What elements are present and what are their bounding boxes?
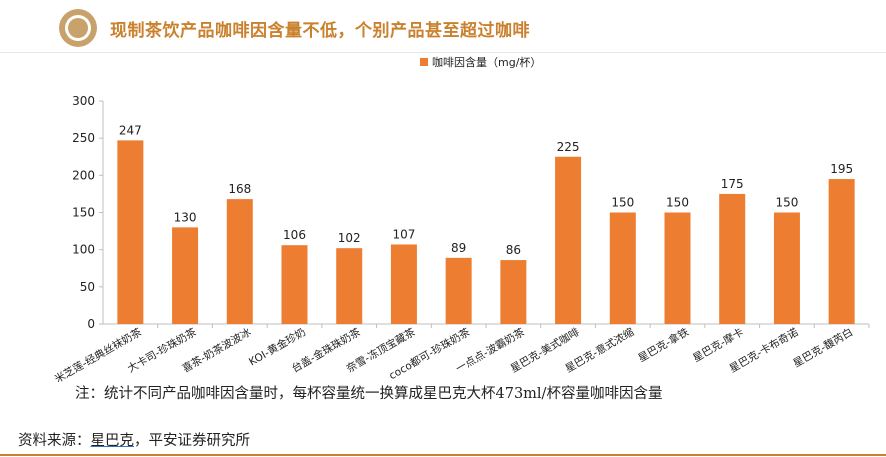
y-tick-label: 100 — [72, 243, 95, 257]
source-link[interactable]: 星巴克 — [90, 433, 135, 449]
bar — [172, 227, 199, 324]
y-tick-label: 250 — [72, 131, 95, 145]
bar — [117, 140, 144, 324]
data-label: 130 — [174, 210, 197, 224]
bar — [773, 212, 800, 324]
bar — [500, 260, 527, 324]
caffeine-bar-chart: 咖啡因含量（mg/杯） 0 50 100 150 200 250 300 247 130 168… — [52, 56, 870, 382]
data-label: 175 — [721, 177, 744, 191]
data-label: 150 — [775, 196, 798, 210]
bar — [555, 156, 582, 324]
data-label: 107 — [392, 227, 415, 241]
data-label: 106 — [283, 228, 306, 242]
bar — [226, 199, 253, 324]
bars — [117, 140, 855, 324]
data-label: 225 — [557, 140, 580, 154]
y-tick-label: 150 — [72, 206, 95, 220]
bar — [664, 212, 691, 324]
page-title: 现制茶饮产品咖啡因含量不低，个别产品甚至超过咖啡 — [110, 21, 530, 41]
logo-icon — [59, 9, 97, 47]
value-labels: 247 130 168 106 102 107 89 86 225 150 150 175 150 195 — [119, 123, 853, 257]
bar — [445, 257, 472, 324]
bar — [336, 248, 363, 324]
source-line: 资料来源：星巴克，平安证券研究所 — [18, 429, 250, 450]
y-axis-ticks: 0 50 100 150 200 250 300 — [72, 94, 103, 331]
x-axis-labels: 米芝莲-经典丝袜奶茶大卡司-珍珠奶茶喜茶-奶茶波波冰KOI-黄金珍奶台盖-金珠珠… — [52, 324, 870, 382]
bar — [719, 193, 746, 324]
data-label: 168 — [228, 182, 251, 196]
y-tick-label: 300 — [72, 94, 95, 108]
bar — [828, 179, 855, 324]
header: 现制茶饮产品咖啡因含量不低，个别产品甚至超过咖啡 — [0, 0, 886, 56]
legend-swatch — [420, 58, 428, 66]
y-tick-label: 0 — [87, 317, 95, 331]
data-label: 89 — [451, 241, 466, 255]
data-label: 150 — [611, 196, 634, 210]
y-tick-label: 50 — [80, 280, 95, 294]
source-suffix: ，平安证券研究所 — [134, 433, 250, 449]
data-label: 86 — [506, 243, 521, 257]
data-label: 102 — [338, 231, 361, 245]
bar — [609, 212, 636, 324]
footnote: 注：统计不同产品咖啡因含量时，每杯容量统一换算成星巴克大杯473ml/杯容量咖啡… — [75, 386, 663, 402]
chart-legend: 咖啡因含量（mg/杯） — [420, 56, 541, 69]
y-tick-label: 200 — [72, 168, 95, 182]
data-label: 195 — [830, 162, 853, 176]
data-label: 247 — [119, 123, 142, 137]
bar — [390, 244, 417, 324]
data-label: 150 — [666, 196, 689, 210]
x-tick-label: 星巴克-拿铁 — [636, 325, 692, 365]
legend-label: 咖啡因含量（mg/杯） — [432, 56, 541, 69]
title-divider — [0, 52, 886, 53]
bottom-divider — [0, 454, 886, 456]
x-tick-label: 星巴克-馥芮白 — [791, 325, 855, 370]
source-prefix: 资料来源： — [18, 433, 91, 449]
bar — [281, 245, 308, 324]
